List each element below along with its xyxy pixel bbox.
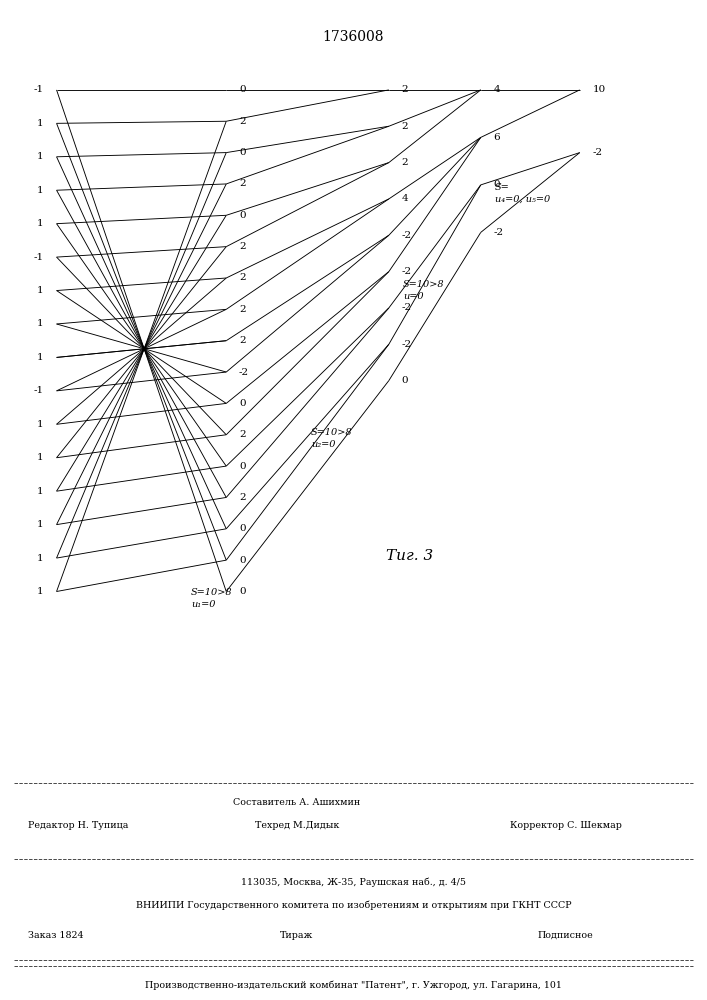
Text: 2: 2 bbox=[239, 336, 245, 345]
Text: 1: 1 bbox=[37, 487, 44, 496]
Text: 1736008: 1736008 bbox=[323, 30, 384, 44]
Text: 113035, Москва, Ж-35, Раушская наб., д. 4/5: 113035, Москва, Ж-35, Раушская наб., д. … bbox=[241, 877, 466, 887]
Text: S=
u₄=0, u₅=0: S= u₄=0, u₅=0 bbox=[495, 183, 550, 204]
Text: 1: 1 bbox=[37, 319, 44, 328]
Text: 0: 0 bbox=[493, 180, 500, 189]
Text: 1: 1 bbox=[37, 520, 44, 529]
Text: 1: 1 bbox=[37, 119, 44, 128]
Text: 0: 0 bbox=[239, 462, 245, 471]
Text: 1: 1 bbox=[37, 286, 44, 295]
Text: Тираж: Тираж bbox=[280, 931, 314, 940]
Text: -2: -2 bbox=[402, 303, 411, 312]
Text: ВНИИПИ Государственного комитета по изобретениям и открытиям при ГКНТ СССР: ВНИИПИ Государственного комитета по изоб… bbox=[136, 900, 571, 910]
Text: -2: -2 bbox=[592, 148, 602, 157]
Text: 0: 0 bbox=[239, 148, 245, 157]
Text: 0: 0 bbox=[239, 211, 245, 220]
Text: -2: -2 bbox=[493, 228, 503, 237]
Text: S=10>8
u=0: S=10>8 u=0 bbox=[403, 280, 445, 301]
Text: 2: 2 bbox=[402, 85, 408, 94]
Text: 1: 1 bbox=[37, 152, 44, 161]
Text: -1: -1 bbox=[34, 253, 44, 262]
Text: 2: 2 bbox=[402, 122, 408, 131]
Text: 0: 0 bbox=[239, 587, 245, 596]
Text: S=10>8
u₁=0: S=10>8 u₁=0 bbox=[191, 588, 233, 609]
Text: 2: 2 bbox=[402, 158, 408, 167]
Text: 1: 1 bbox=[37, 453, 44, 462]
Text: 1: 1 bbox=[37, 554, 44, 563]
Text: -2: -2 bbox=[402, 267, 411, 276]
Text: Подписное: Подписное bbox=[538, 931, 593, 940]
Text: -2: -2 bbox=[239, 368, 249, 377]
Text: Τиг. 3: Τиг. 3 bbox=[387, 549, 433, 563]
Text: Техред М.Дидык: Техред М.Дидык bbox=[255, 821, 339, 830]
Text: Корректор С. Шекмар: Корректор С. Шекмар bbox=[510, 821, 621, 830]
Text: 2: 2 bbox=[239, 430, 245, 439]
Text: -1: -1 bbox=[34, 386, 44, 395]
Text: 1: 1 bbox=[37, 420, 44, 429]
Text: 1: 1 bbox=[37, 587, 44, 596]
Text: 0: 0 bbox=[239, 399, 245, 408]
Text: Составитель А. Ашихмин: Составитель А. Ашихмин bbox=[233, 798, 361, 807]
Text: 2: 2 bbox=[239, 273, 245, 282]
Text: -2: -2 bbox=[402, 231, 411, 240]
Text: 1: 1 bbox=[37, 219, 44, 228]
Text: Производственно-издательский комбинат "Патент", г. Ужгород, ул. Гагарина, 101: Производственно-издательский комбинат "П… bbox=[145, 980, 562, 990]
Text: 0: 0 bbox=[239, 85, 245, 94]
Text: 0: 0 bbox=[239, 524, 245, 533]
Text: 2: 2 bbox=[239, 117, 245, 126]
Text: 4: 4 bbox=[402, 194, 408, 203]
Text: 1: 1 bbox=[37, 186, 44, 195]
Text: -2: -2 bbox=[402, 340, 411, 349]
Text: 10: 10 bbox=[592, 85, 606, 94]
Text: Заказ 1824: Заказ 1824 bbox=[28, 931, 84, 940]
Text: Редактор Н. Тупица: Редактор Н. Тупица bbox=[28, 821, 129, 830]
Text: -1: -1 bbox=[34, 85, 44, 94]
Text: 0: 0 bbox=[402, 376, 408, 385]
Text: 2: 2 bbox=[239, 242, 245, 251]
Text: S=10>8
u₂=0: S=10>8 u₂=0 bbox=[311, 428, 353, 449]
Text: 1: 1 bbox=[37, 353, 44, 362]
Text: 6: 6 bbox=[493, 133, 500, 142]
Text: 4: 4 bbox=[493, 85, 500, 94]
Text: 2: 2 bbox=[239, 493, 245, 502]
Text: 2: 2 bbox=[239, 179, 245, 188]
Text: 2: 2 bbox=[239, 305, 245, 314]
Text: 0: 0 bbox=[239, 556, 245, 565]
